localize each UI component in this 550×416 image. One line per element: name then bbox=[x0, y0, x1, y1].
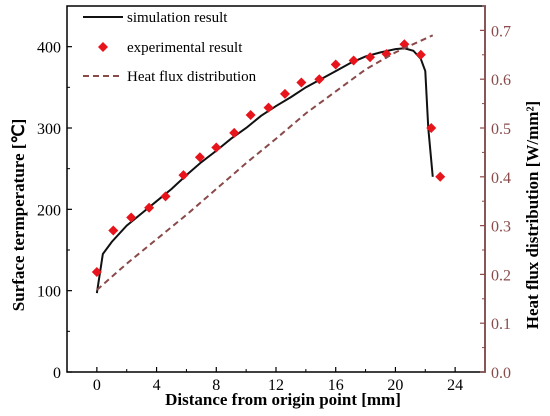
x-tick-label: 24 bbox=[447, 377, 463, 394]
data-point-experimental bbox=[194, 152, 205, 163]
y-right-axis-title: Heat flux distribution [W/mm²] bbox=[523, 101, 542, 329]
data-point-experimental bbox=[279, 88, 290, 99]
legend-label-simulation: simulation result bbox=[127, 10, 228, 26]
data-point-experimental bbox=[314, 74, 325, 85]
y-left-tick-label: 200 bbox=[37, 202, 61, 219]
y-right-tick-label: 0.1 bbox=[491, 316, 511, 333]
data-point-experimental bbox=[296, 77, 307, 88]
y-right-tick-label: 0.5 bbox=[491, 121, 511, 138]
data-point-experimental bbox=[365, 52, 376, 63]
y-right-tick-label: 0.4 bbox=[491, 170, 511, 187]
x-tick-label: 8 bbox=[212, 377, 220, 394]
x-axis-title: Distance from origin point [mm] bbox=[165, 390, 401, 409]
legend-swatch-experimental bbox=[98, 42, 108, 52]
data-point-experimental bbox=[211, 142, 222, 153]
data-point-experimental bbox=[415, 49, 426, 60]
data-point-experimental bbox=[348, 55, 359, 66]
y-right-tick-label: 0.0 bbox=[491, 365, 511, 382]
legend-label-experimental: experimental result bbox=[127, 40, 243, 56]
data-point-experimental bbox=[426, 123, 437, 133]
data-point-experimental bbox=[245, 109, 256, 120]
y-left-tick-label: 100 bbox=[37, 284, 61, 301]
series-line-2 bbox=[96, 34, 434, 291]
data-point-experimental bbox=[144, 202, 155, 213]
y-right-tick-label: 0.7 bbox=[491, 23, 511, 40]
data-point-experimental bbox=[178, 170, 189, 181]
y-right-tick-label: 0.3 bbox=[491, 219, 511, 236]
x-tick-label: 16 bbox=[328, 377, 344, 394]
legend: simulation result experimental result He… bbox=[83, 10, 257, 85]
x-tick-label: 20 bbox=[387, 377, 403, 394]
series-layer bbox=[91, 34, 446, 294]
data-point-experimental bbox=[330, 59, 341, 70]
data-point-experimental bbox=[435, 171, 446, 182]
x-ticks: 0 4 8 12 16 20 24 bbox=[93, 367, 463, 394]
y-right-tick-label: 0.2 bbox=[491, 267, 511, 284]
y-right-tick-label: 0.6 bbox=[491, 72, 511, 89]
legend-label-heat-flux: Heat flux distribution bbox=[127, 69, 257, 85]
x-tick-label: 12 bbox=[268, 377, 284, 394]
data-point-experimental bbox=[229, 127, 240, 138]
y-left-tick-label: 400 bbox=[37, 40, 61, 57]
data-point-experimental bbox=[126, 212, 137, 223]
y-left-axis-title: Surface termperature [℃] bbox=[9, 119, 28, 311]
x-tick-label: 4 bbox=[153, 377, 161, 394]
data-point-experimental bbox=[108, 225, 119, 236]
data-point-experimental bbox=[263, 102, 274, 113]
series-line-0 bbox=[95, 47, 434, 294]
y-left-tick-label: 300 bbox=[37, 121, 61, 138]
y-left-tick-label: 0 bbox=[53, 365, 61, 382]
y-right-ticks: 0.0 0.1 0.2 0.3 0.4 0.5 0.6 0.7 bbox=[480, 5, 511, 382]
x-tick-label: 0 bbox=[93, 377, 101, 394]
y-left-ticks: 0 100 200 300 400 bbox=[37, 5, 72, 382]
data-point-experimental bbox=[91, 266, 102, 277]
data-point-experimental bbox=[160, 191, 171, 202]
